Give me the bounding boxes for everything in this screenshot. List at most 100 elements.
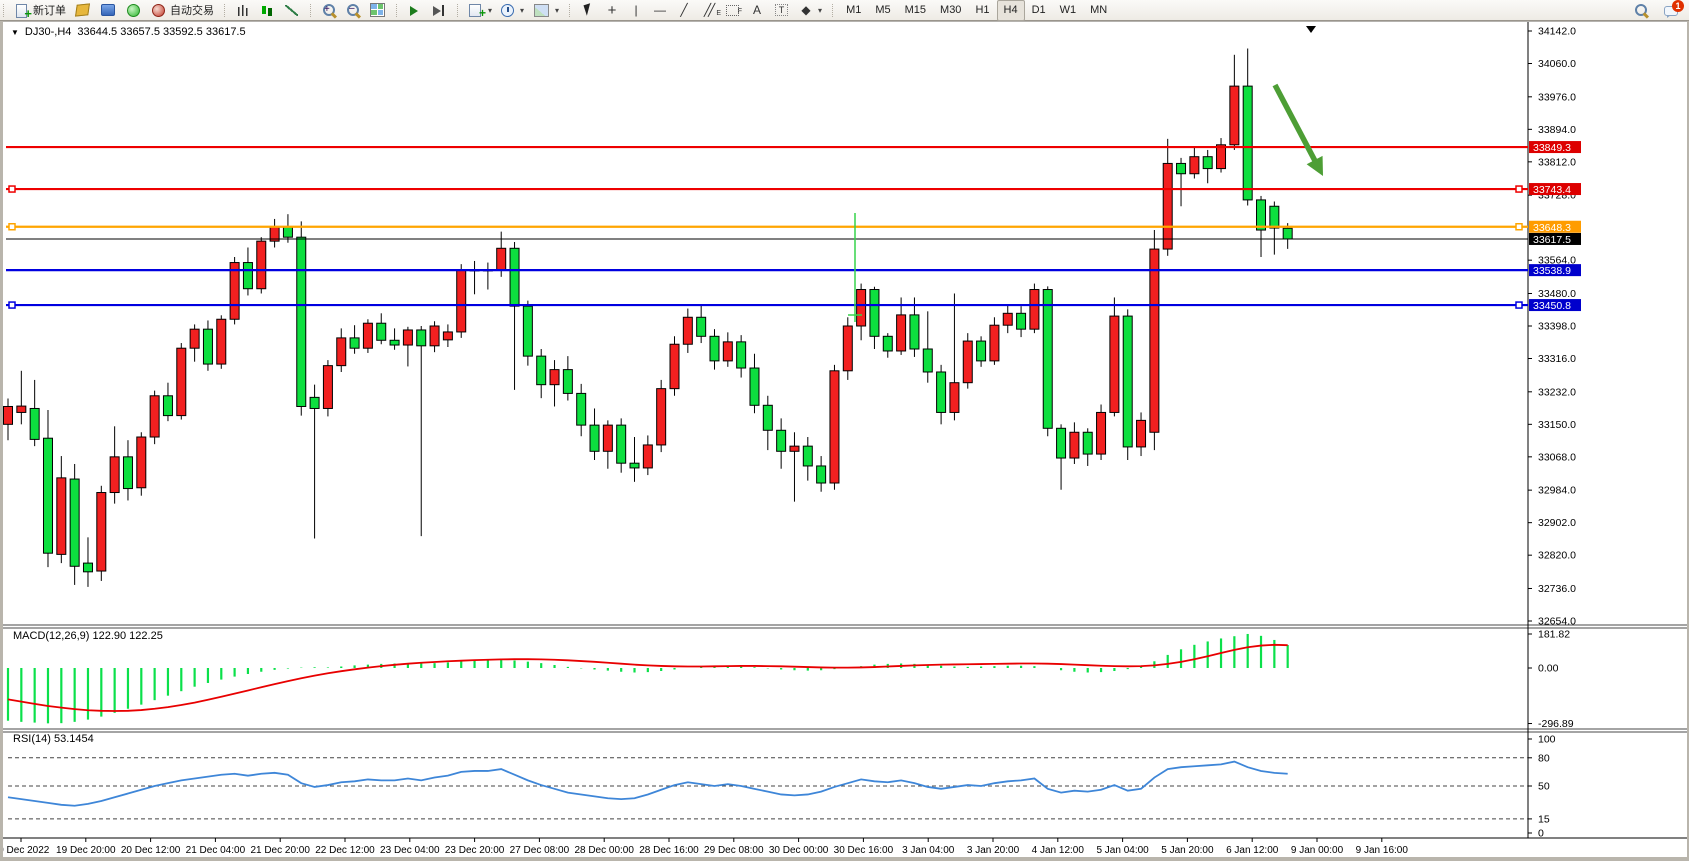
horizontal-line-icon: — <box>654 2 667 17</box>
candle-body <box>336 337 347 367</box>
crosshair-button[interactable]: + <box>600 0 624 21</box>
down-trend-arrow-head <box>1306 155 1323 176</box>
terminal-button[interactable] <box>95 0 121 21</box>
autotrading-button[interactable]: 自动交易 <box>146 0 218 21</box>
zoom-in-button[interactable] <box>317 0 341 21</box>
search-button[interactable] <box>1629 0 1653 21</box>
candle-body <box>16 405 27 413</box>
candle-body <box>1269 205 1280 229</box>
templates-icon <box>534 3 550 17</box>
candle-body <box>349 337 360 349</box>
chart-symbol-period: DJ30-,H4 <box>24 26 72 38</box>
candle-body <box>1029 289 1040 330</box>
periods-button[interactable] <box>496 0 528 21</box>
time-tick-label: 5 Jan 20:00 <box>1161 845 1214 856</box>
chart-shift-button[interactable] <box>427 0 451 21</box>
price-chart[interactable]: 34142.034060.033976.033894.033812.033728… <box>3 21 1689 861</box>
tile-windows-button[interactable] <box>365 0 390 21</box>
chart-shift-marker <box>1306 26 1316 33</box>
price-tick-label: 33894.0 <box>1538 124 1576 136</box>
rsi-axis-label: 80 <box>1538 752 1550 764</box>
cursor-button[interactable] <box>576 0 600 21</box>
candle-body <box>1229 85 1240 146</box>
new-order-icon <box>14 3 32 21</box>
level-support-2-badge-label: 33450.8 <box>1533 300 1571 312</box>
search-icon <box>1633 3 1650 19</box>
tf-m30-button[interactable]: M30 <box>940 4 962 16</box>
vertical-line-button[interactable]: | <box>624 0 648 21</box>
tf-h1-button[interactable]: H1 <box>975 4 990 16</box>
line-chart-button[interactable] <box>279 0 304 21</box>
chart-collapse-icon[interactable]: ▼ <box>11 27 19 37</box>
level-resistance-1-badge <box>1529 141 1581 154</box>
zoom-out-button[interactable] <box>341 0 365 21</box>
new-order-button[interactable]: 新订单 <box>10 0 70 21</box>
candle-body <box>42 437 53 554</box>
horizontal-line-button[interactable]: — <box>648 0 672 21</box>
rsi-axis-label: 15 <box>1538 813 1550 825</box>
level-support-1-badge <box>1529 264 1581 277</box>
new-chart-button[interactable] <box>464 0 496 21</box>
auto-scroll-button[interactable] <box>403 0 427 21</box>
price-tick-label: 32984.0 <box>1538 485 1576 497</box>
candle-body <box>1082 431 1093 455</box>
time-tick-label: 6 Jan 12:00 <box>1226 845 1279 856</box>
candle-body <box>842 325 853 372</box>
tf-mn-button[interactable]: MN <box>1090 4 1108 16</box>
level-handle-right <box>1515 223 1523 231</box>
candle-body <box>722 341 733 362</box>
price-axis: 34142.034060.033976.033894.033812.033728… <box>1528 26 1576 627</box>
equidistant-channel-icon: ╱╱ <box>700 3 718 21</box>
macd-axis-label: -296.89 <box>1538 718 1574 730</box>
candle-body <box>1096 411 1107 455</box>
candle-body <box>896 314 907 352</box>
chart-background <box>3 21 1687 857</box>
bar-chart-button[interactable] <box>231 0 255 21</box>
candle-body <box>29 407 40 440</box>
candle-body <box>1069 431 1080 459</box>
candle-body <box>509 247 520 307</box>
price-tick-label: 32820.0 <box>1538 550 1576 562</box>
candle-body <box>602 424 613 452</box>
toolbar-group-chart-type <box>221 0 307 20</box>
tf-d1-button[interactable]: D1 <box>1031 4 1046 16</box>
candle-body <box>122 456 133 490</box>
tile-windows-icon <box>370 3 385 17</box>
trendline-button[interactable]: ╱ <box>672 0 696 21</box>
depth-of-market-button[interactable] <box>70 0 95 21</box>
chat-button[interactable]: 1 <box>1659 0 1684 21</box>
equidistant-channel-button[interactable]: ╱╱ <box>696 0 720 21</box>
candle-body <box>389 339 400 346</box>
time-tick-label: 5 Jan 04:00 <box>1096 845 1149 856</box>
text-label-button[interactable]: T <box>769 0 794 21</box>
candle-body <box>402 329 413 346</box>
level-resistance-2-badge-label: 33743.4 <box>1533 184 1571 196</box>
candle-body <box>1002 312 1013 326</box>
candle-body <box>522 305 533 357</box>
tf-m1-button[interactable]: M1 <box>846 4 862 16</box>
price-tick-label: 34060.0 <box>1538 58 1576 70</box>
candle-body <box>562 369 573 394</box>
candle-body <box>976 340 987 362</box>
candle-body <box>322 365 333 409</box>
level-support-1-badge-label: 33538.9 <box>1533 265 1571 277</box>
templates-button[interactable] <box>528 0 563 21</box>
time-tick-label: 19 Dec 2022 <box>3 845 50 856</box>
candlestick-chart-button[interactable] <box>255 0 279 21</box>
tf-w1-button[interactable]: W1 <box>1059 4 1077 16</box>
tf-h4-button[interactable]: H4 <box>996 0 1025 21</box>
fibonacci-button[interactable] <box>720 0 745 21</box>
signals-button[interactable] <box>121 0 146 21</box>
chat-icon: 1 <box>1663 0 1684 18</box>
signals-icon <box>127 3 140 17</box>
level-handle-left <box>8 223 16 231</box>
price-tick-label: 33150.0 <box>1538 419 1576 431</box>
macd-axis-label: 181.82 <box>1538 628 1570 640</box>
new-order-button-label: 新订单 <box>33 5 66 17</box>
current-price-badge <box>1529 232 1581 245</box>
toolbar-group-objects <box>454 0 566 21</box>
arrows-button[interactable]: ◆ <box>794 0 826 21</box>
tf-m5-button[interactable]: M5 <box>875 4 891 16</box>
text-button[interactable]: A <box>745 0 769 21</box>
tf-m15-button[interactable]: M15 <box>904 4 927 16</box>
